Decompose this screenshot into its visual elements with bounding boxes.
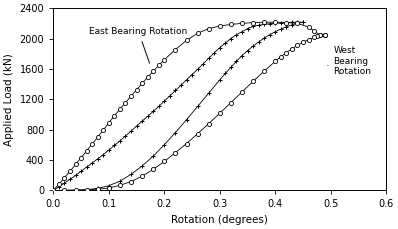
X-axis label: Rotation (degrees): Rotation (degrees) <box>172 215 268 225</box>
Text: East Bearing Rotation: East Bearing Rotation <box>90 27 188 63</box>
Text: West
Bearing
Rotation: West Bearing Rotation <box>328 46 371 76</box>
Y-axis label: Applied Load (kN): Applied Load (kN) <box>4 53 14 146</box>
